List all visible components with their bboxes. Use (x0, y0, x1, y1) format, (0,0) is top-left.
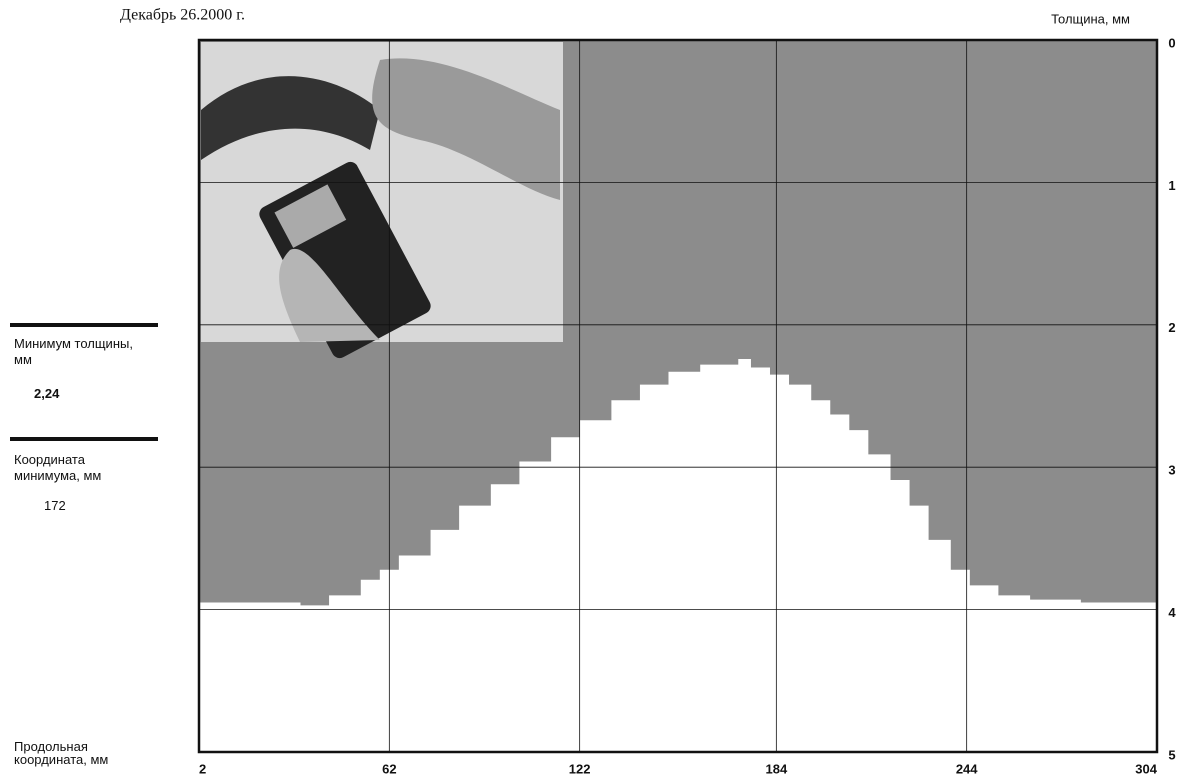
photo (201, 42, 563, 359)
y-tick-label: 1 (1168, 178, 1175, 193)
coord-value: 172 (44, 498, 66, 513)
coord-label: Координата минимума, мм (14, 452, 102, 483)
date: Декабрь 26.2000 г. (120, 7, 245, 24)
x-tick-label: 122 (569, 761, 591, 776)
x-tick-label: 2 (199, 761, 206, 776)
photo-hand (372, 58, 560, 200)
y-axis-title: Толщина, мм (1051, 11, 1130, 26)
x-tick-label: 184 (765, 761, 787, 776)
min-label: Минимум толщины, мм (14, 336, 133, 367)
y-tick-label: 4 (1168, 605, 1176, 620)
photo-hand (279, 248, 380, 342)
separator (10, 437, 158, 441)
x-tick-label: 62 (382, 761, 396, 776)
y-tick-label: 3 (1168, 463, 1175, 478)
x-tick-label: 304 (1135, 761, 1157, 776)
plot-frame (197, 38, 1159, 754)
y-tick-label: 2 (1168, 320, 1175, 335)
x-tick-label: 244 (956, 761, 978, 776)
separator (10, 323, 158, 327)
y-tick-label: 0 (1168, 35, 1175, 50)
photo-screen (274, 184, 347, 248)
x-axis-title: Продольная координата, мм (14, 739, 109, 767)
photo-pipe (201, 76, 380, 160)
y-tick-label: 5 (1168, 747, 1175, 762)
min-value: 2,24 (34, 386, 60, 401)
